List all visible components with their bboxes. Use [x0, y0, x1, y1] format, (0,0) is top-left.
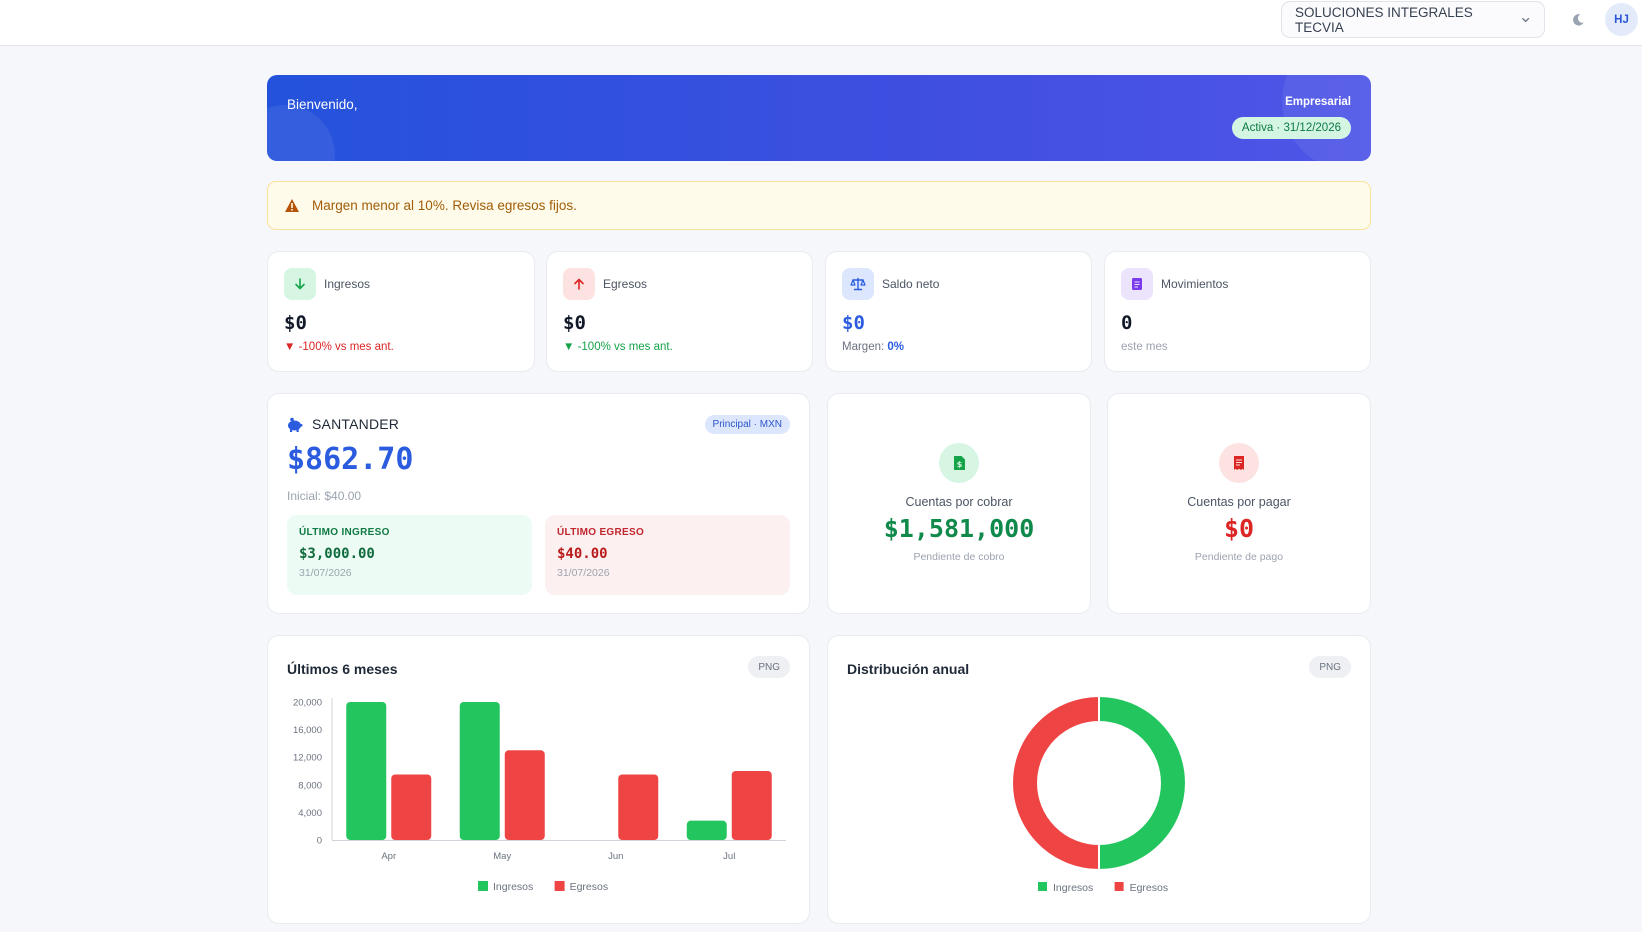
margin-label: Margen:	[842, 341, 885, 353]
subscription-status-badge: Activa · 31/12/2026	[1231, 117, 1351, 139]
bar-ingresos	[459, 702, 500, 840]
monthly-chart-card: Últimos 6 meses PNG 0 4,000 8,000 12,000 16,…	[267, 635, 810, 924]
bank-account-card[interactable]: SANTANDER Principal · MXN $862.70 Inicia…	[267, 393, 810, 614]
stat-delta: ▼ -100% vs mes ant.	[563, 341, 673, 353]
bank-name: SANTANDER	[312, 416, 400, 432]
y-tick-label: 20,000	[293, 698, 322, 709]
theme-toggle-button[interactable]	[1567, 9, 1589, 31]
payable-card[interactable]: Cuentas por pagar $0 Pendiente de pago	[1107, 393, 1371, 614]
y-tick-label: 4,000	[298, 808, 322, 819]
y-tick-label: 0	[317, 836, 322, 847]
bar-chart: 0 4,000 8,000 12,000 16,000 20,000 Apr May Jun Ju…	[293, 698, 786, 893]
stat-value: $0	[563, 312, 586, 334]
stat-value: $0	[284, 312, 307, 334]
bank-balance: $862.70	[287, 442, 414, 477]
invoice-icon: $	[939, 443, 979, 483]
chevron-down-icon	[1521, 17, 1529, 22]
legend-label: Ingresos	[493, 881, 533, 893]
receivable-value: $1,581,000	[883, 514, 1035, 543]
last-income-heading: ÚLTIMO INGRESO	[299, 527, 390, 538]
last-expense-date: 31/07/2026	[557, 567, 610, 579]
bar-ingresos	[686, 820, 727, 840]
export-png-button[interactable]: PNG	[748, 656, 790, 678]
stat-label: Egresos	[603, 277, 648, 291]
warning-icon	[285, 199, 299, 212]
bar-egresos	[731, 771, 772, 840]
svg-text:$: $	[956, 460, 962, 469]
x-tick-label: Apr	[381, 851, 396, 862]
stat-value: 0	[1121, 312, 1133, 334]
receivable-sub: Pendiente de cobro	[913, 551, 1005, 563]
net-balance-stat-card: Saldo neto $0 Margen: 0%	[825, 251, 1092, 372]
export-png-button[interactable]: PNG	[1309, 656, 1351, 678]
scale-icon	[842, 268, 874, 300]
legend-label: Egresos	[570, 881, 609, 893]
legend-swatch	[478, 881, 488, 891]
stat-label: Movimientos	[1161, 277, 1229, 291]
arrow-up-icon	[563, 268, 595, 300]
last-expense-amount: $40.00	[557, 546, 608, 562]
top-bar: SOLUCIONES INTEGRALES TECVIA HJ	[0, 0, 1642, 46]
last-expense-box: ÚLTIMO EGRESO $40.00 31/07/2026	[545, 515, 790, 595]
slice-ingresos	[1098, 694, 1187, 872]
last-expense-heading: ÚLTIMO EGRESO	[557, 527, 645, 538]
company-selector[interactable]: SOLUCIONES INTEGRALES TECVIA	[1281, 1, 1545, 38]
x-tick-label: Jul	[723, 851, 735, 862]
margin-line: Margen: 0%	[842, 341, 904, 353]
piggy-bank-icon	[288, 417, 303, 432]
chart-title: Últimos 6 meses	[287, 661, 398, 677]
last-income-date: 31/07/2026	[299, 567, 352, 579]
margin-value: 0%	[887, 341, 905, 353]
receivable-card[interactable]: $ Cuentas por cobrar $1,581,000 Pendient…	[827, 393, 1091, 614]
receipt-icon	[1219, 443, 1259, 483]
y-tick-label: 16,000	[293, 725, 322, 736]
bar-egresos	[391, 774, 432, 840]
legend-swatch	[1038, 882, 1047, 891]
slice-egresos	[1011, 694, 1100, 872]
stat-label: Saldo neto	[882, 277, 940, 291]
y-tick-label: 12,000	[293, 753, 322, 764]
legend-label: Ingresos	[1053, 882, 1093, 894]
legend-label: Egresos	[1130, 882, 1169, 894]
user-avatar[interactable]: HJ	[1605, 3, 1638, 36]
arrow-down-icon	[284, 268, 316, 300]
legend-swatch	[1114, 882, 1124, 891]
donut-chart: Ingresos Egresos	[1011, 694, 1187, 894]
stat-value: $0	[842, 312, 865, 334]
receivable-label: Cuentas por cobrar	[905, 495, 1013, 509]
movements-stat-card: Movimientos 0 este mes	[1104, 251, 1371, 372]
chart-title: Distribución anual	[847, 661, 970, 677]
bar-ingresos	[346, 702, 387, 840]
expense-stat-card: Egresos $0 ▼ -100% vs mes ant.	[546, 251, 813, 372]
welcome-banner: Bienvenido, Empresarial Activa · 31/12/2…	[267, 75, 1371, 161]
stat-label: Ingresos	[324, 277, 371, 291]
company-name: SOLUCIONES INTEGRALES TECVIA	[1295, 4, 1473, 35]
welcome-text: Bienvenido,	[287, 97, 358, 112]
payable-label: Cuentas por pagar	[1187, 495, 1291, 509]
margin-alert: Margen menor al 10%. Revisa egresos fijo…	[267, 181, 1371, 230]
moon-icon	[1573, 14, 1584, 26]
stat-sub: este mes	[1121, 341, 1168, 353]
x-tick-label: May	[493, 851, 511, 862]
last-income-amount: $3,000.00	[299, 546, 375, 562]
annual-distribution-card: Distribución anual PNG Ingresos Egresos	[827, 635, 1371, 924]
alert-message: Margen menor al 10%. Revisa egresos fijo…	[312, 198, 577, 213]
legend-swatch	[554, 881, 565, 891]
income-stat-card: Ingresos $0 ▼ -100% vs mes ant.	[267, 251, 535, 372]
last-income-box: ÚLTIMO INGRESO $3,000.00 31/07/2026	[287, 515, 532, 595]
stat-delta: ▼ -100% vs mes ant.	[284, 341, 394, 353]
initial-balance: Inicial: $40.00	[287, 489, 362, 503]
plan-name: Empresarial	[1285, 96, 1351, 108]
decorative-circle	[267, 105, 335, 161]
account-badge: Principal · MXN	[704, 415, 790, 434]
payable-value: $0	[1223, 514, 1255, 543]
list-icon	[1121, 268, 1153, 300]
bar-egresos	[504, 750, 545, 840]
x-tick-label: Jun	[608, 851, 623, 862]
bar-egresos	[618, 774, 659, 840]
y-tick-label: 8,000	[298, 780, 322, 791]
payable-sub: Pendiente de pago	[1194, 551, 1284, 563]
